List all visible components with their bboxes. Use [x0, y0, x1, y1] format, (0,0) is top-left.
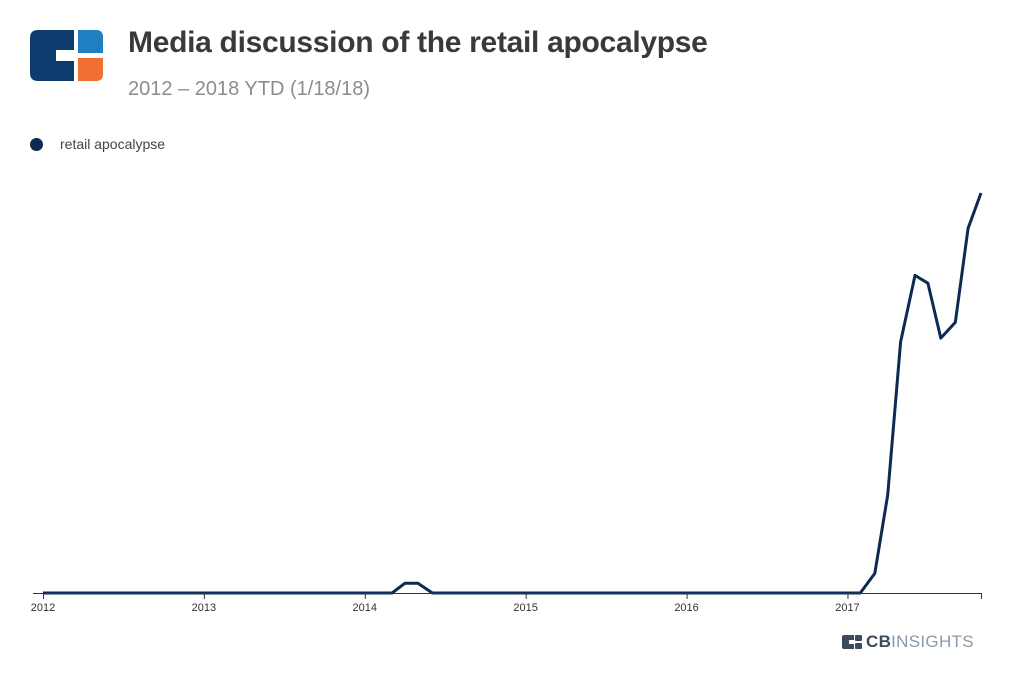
- logo-dark-shape: [30, 30, 74, 81]
- x-tick-label: 2015: [513, 602, 537, 614]
- x-tick-label: 2014: [353, 602, 377, 614]
- legend-label: retail apocalypse: [60, 136, 166, 152]
- x-tick-label: 2017: [835, 602, 859, 614]
- chart-title: Media discussion of the retail apocalyps…: [128, 26, 708, 59]
- brand-wordmark: CBINSIGHTS: [866, 632, 974, 652]
- x-tick-label: 2012: [31, 602, 55, 614]
- legend-marker: [30, 137, 43, 151]
- cb-insights-brand: CBINSIGHTS: [842, 632, 974, 652]
- logo-light-shape: [78, 30, 103, 53]
- cb-insights-mark-icon: [842, 635, 862, 649]
- x-tick-label: 2013: [192, 602, 216, 614]
- logo-orange-shape: [78, 58, 103, 81]
- legend: retail apocalypse: [30, 134, 165, 154]
- brand-insights: INSIGHTS: [891, 632, 974, 651]
- chart-subtitle: 2012 – 2018 YTD (1/18/18): [128, 78, 371, 100]
- cb-insights-logo: [30, 30, 103, 81]
- x-tick-label: 2016: [674, 602, 698, 614]
- series-line-0: [43, 192, 983, 595]
- brand-cb: CB: [866, 632, 892, 651]
